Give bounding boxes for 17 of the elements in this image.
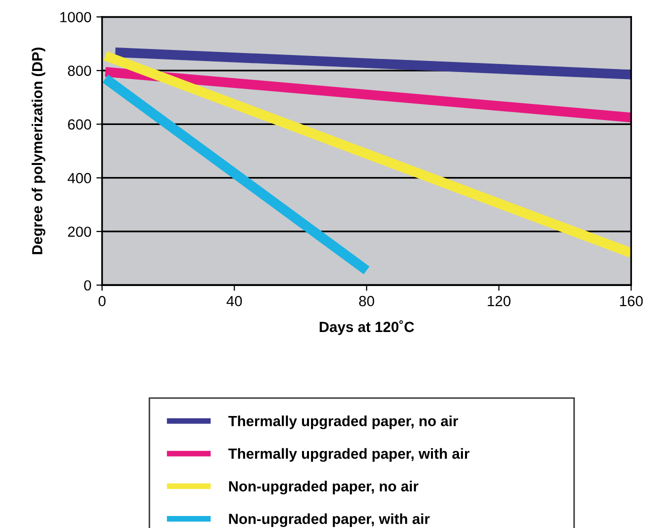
- y-tick-label: 1000: [60, 12, 92, 22]
- legend-label: Non-upgraded paper, no air: [229, 480, 418, 494]
- x-tick-label: 40: [226, 296, 242, 306]
- legend-label: Thermally upgraded paper, with air: [228, 448, 470, 462]
- x-tick-label: 0: [98, 296, 106, 306]
- legend-label: Thermally upgraded paper, no air: [228, 416, 458, 430]
- y-tick-label: 800: [68, 66, 92, 76]
- legend-label: Non-upgraded paper, with air: [229, 513, 430, 528]
- y-tick-label: 400: [68, 172, 92, 184]
- y-tick-label: 200: [68, 226, 92, 237]
- x-tick-label: 160: [620, 296, 643, 306]
- y-tick-label: 0: [84, 280, 92, 291]
- y-tick-label: 600: [68, 119, 92, 130]
- x-tick-label: 120: [488, 296, 510, 306]
- y-axis-title: Degree of polymerization (DP): [32, 48, 46, 254]
- x-axis-title: Days at 120˚C: [320, 320, 414, 335]
- x-tick-label: 80: [359, 296, 374, 306]
